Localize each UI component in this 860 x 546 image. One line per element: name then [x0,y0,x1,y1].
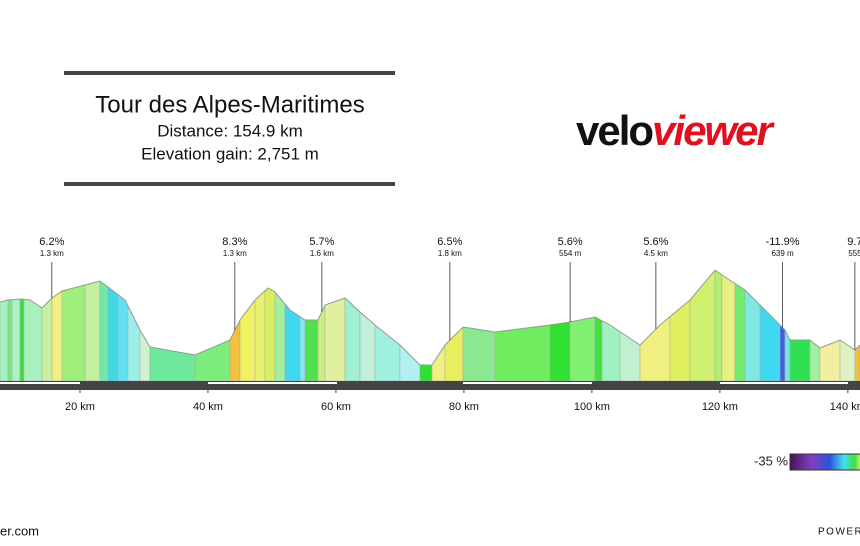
profile-slice [779,324,786,382]
profile-slice [84,280,101,382]
climb-length: 1.3 km [223,249,247,258]
profile-slice [324,297,346,382]
climb-grade: 5.6% [558,236,583,248]
climb-length: 4.5 km [644,249,668,258]
legend-label: -35 % [754,453,788,468]
logo-viewer: viewer [652,107,775,154]
profile-slice [721,274,736,382]
climb-length: 1.6 km [310,249,334,258]
profile-slice [714,269,723,382]
profile-slice [23,299,43,382]
profile-slice [374,324,401,382]
profile-slice [462,326,496,382]
profile-slice [854,344,860,382]
climb-length: 1.3 km [40,249,64,258]
profile-slice [419,364,433,382]
climb-grade: 6.5% [437,236,462,248]
x-tick-label: 100 km [574,401,610,413]
profile-slice [11,298,21,382]
footer-right: POWERE [818,527,860,538]
profile-slice [107,286,119,382]
climb-length: 554 m [559,249,582,258]
x-tick-label: 20 km [65,401,95,413]
climb-length: 1.8 km [438,249,462,258]
profile-slice [299,316,306,382]
profile-slice [19,298,25,382]
profile-slice [274,291,286,382]
profile-slice [317,304,326,382]
profile-slice [549,321,571,382]
profile-slice [639,316,671,382]
climb-grade: -11.9% [766,236,800,248]
profile-slice [619,331,641,382]
profile-outline [0,269,860,366]
elevation-gain: Elevation gain: 2,751 m [141,144,319,163]
distance: Distance: 154.9 km [157,121,303,140]
profile-slice [99,280,109,382]
x-tick-label: 60 km [321,401,351,413]
profile-slice [839,339,856,382]
x-tick-label: 40 km [193,401,223,413]
profile-slice [744,289,761,382]
profile-slice [254,290,266,382]
profile-slice [264,287,276,382]
profile [0,269,860,382]
logo: veloviewer [576,107,775,154]
x-tick-label: 80 km [449,401,479,413]
title: Tour des Alpes-Maritimes [95,91,364,118]
legend-gradient [789,453,860,471]
profile-slice [431,344,446,382]
profile-slice [51,290,63,382]
x-tick-label: 120 km [702,401,738,413]
climb-grade: 9.7 [847,236,860,248]
profile-slice [194,339,231,382]
logo-velo: velo [576,107,653,154]
profile-slice [41,297,53,382]
profile-slice [809,339,821,382]
profile-slice [117,294,129,382]
profile-slice [359,311,376,382]
profile-slice [669,299,691,382]
profile-slice [304,319,319,382]
profile-slice [594,316,603,382]
profile-slice [819,339,841,382]
profile-slice [689,269,716,382]
profile-slice [0,299,9,382]
climb-grade: 6.2% [39,236,64,248]
profile-slice [444,326,464,382]
profile-slice [569,316,596,382]
climb-grade: 8.3% [222,236,247,248]
climb-length: 555 [848,249,860,258]
x-tick-label: 140 km [830,401,860,413]
climb-grade: 5.6% [643,236,668,248]
axis-stripes [0,382,848,384]
footer-left: er.com [0,523,39,538]
climb-length: 639 m [771,249,794,258]
axis-bar [0,381,860,390]
profile-slice [7,299,13,382]
profile-slice [494,324,551,382]
profile-slice [759,304,781,382]
climb-grade: 5.7% [309,236,334,248]
profile-slice [61,284,86,382]
profile-slice [239,299,256,382]
profile-slice [399,344,421,382]
profile-slice [149,346,196,382]
profile-slice [789,339,811,382]
profile-slice [734,283,746,382]
